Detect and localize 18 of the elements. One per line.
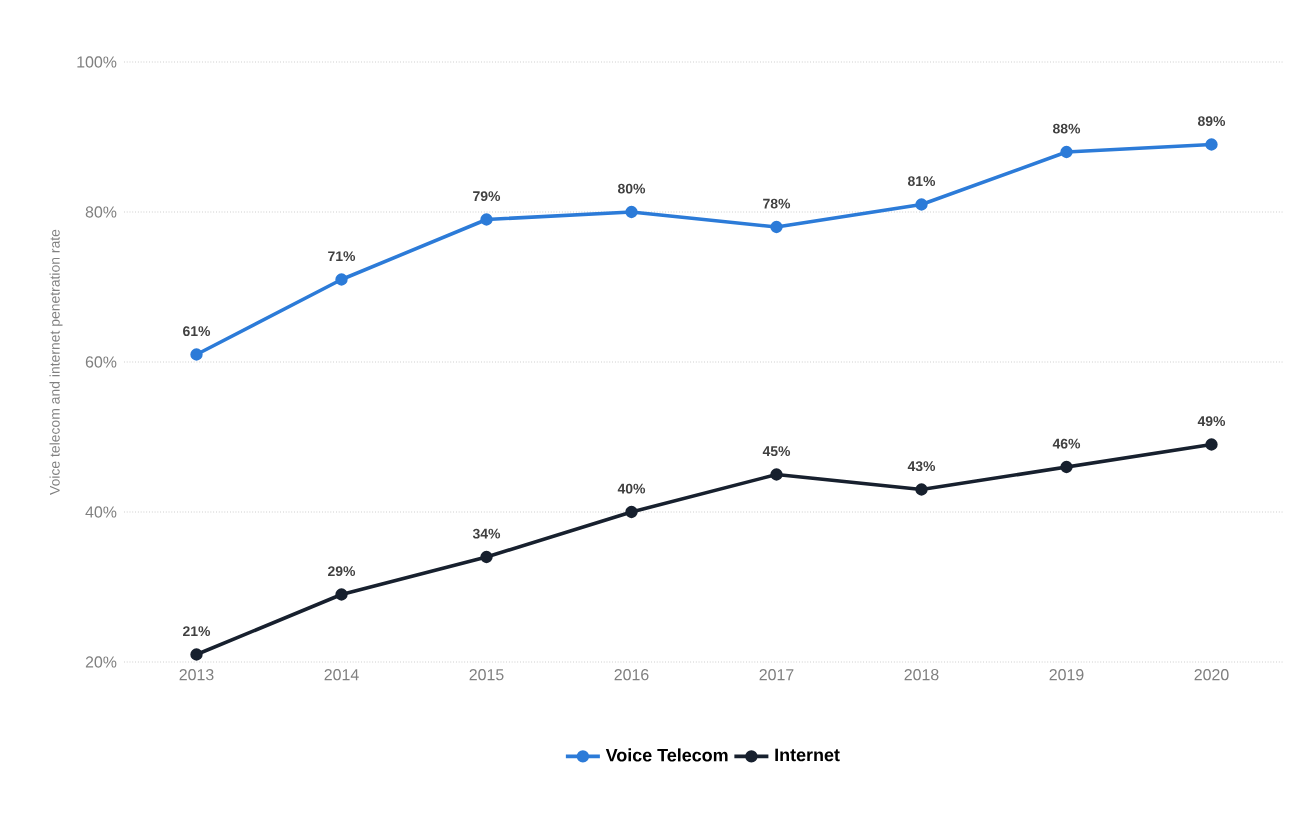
point [1060, 460, 1073, 474]
legend-label: Voice Telecom [605, 748, 728, 762]
point [1205, 438, 1218, 451]
point [480, 213, 493, 226]
point [770, 220, 783, 234]
point [335, 273, 348, 286]
point [915, 483, 928, 496]
legend-label: Internet [775, 748, 840, 762]
point [625, 205, 638, 219]
point [480, 550, 493, 564]
point [1060, 145, 1073, 159]
point [190, 648, 203, 661]
point [1205, 138, 1218, 151]
point [190, 348, 203, 361]
point [335, 588, 348, 601]
point [625, 505, 638, 519]
point [770, 468, 783, 481]
point [915, 198, 928, 211]
